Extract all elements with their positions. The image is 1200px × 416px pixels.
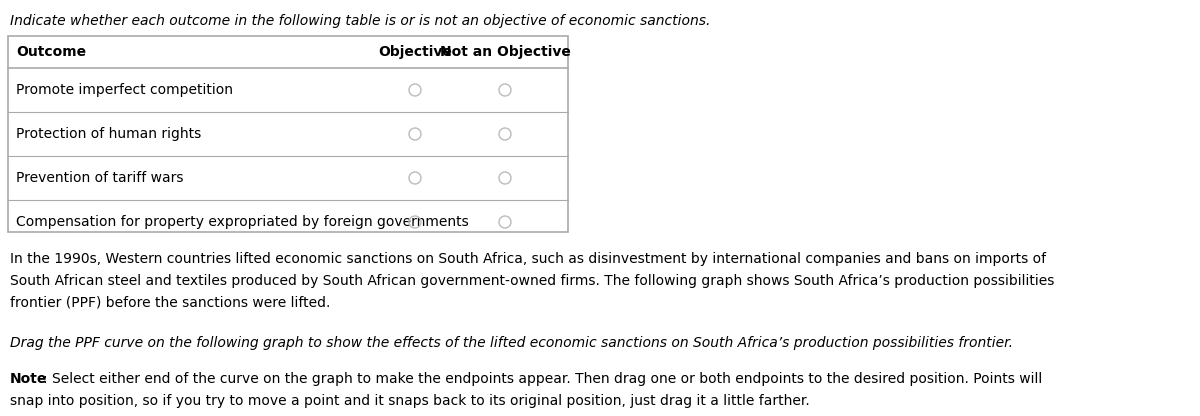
Text: frontier (PPF) before the sanctions were lifted.: frontier (PPF) before the sanctions were…	[10, 296, 330, 310]
Text: Objective: Objective	[378, 45, 452, 59]
Text: : Select either end of the curve on the graph to make the endpoints appear. Then: : Select either end of the curve on the …	[43, 372, 1043, 386]
Text: Indicate whether each outcome in the following table is or is not an objective o: Indicate whether each outcome in the fol…	[10, 14, 710, 28]
Text: Not an Objective: Not an Objective	[439, 45, 570, 59]
Text: South African steel and textiles produced by South African government-owned firm: South African steel and textiles produce…	[10, 274, 1055, 288]
Text: Promote imperfect competition: Promote imperfect competition	[16, 83, 233, 97]
Text: Prevention of tariff wars: Prevention of tariff wars	[16, 171, 184, 185]
Text: Outcome: Outcome	[16, 45, 86, 59]
Text: Compensation for property expropriated by foreign governments: Compensation for property expropriated b…	[16, 215, 469, 229]
Text: Protection of human rights: Protection of human rights	[16, 127, 202, 141]
Text: snap into position, so if you try to move a point and it snaps back to its origi: snap into position, so if you try to mov…	[10, 394, 810, 408]
Text: Drag the PPF curve on the following graph to show the effects of the lifted econ: Drag the PPF curve on the following grap…	[10, 336, 1013, 350]
Text: Note: Note	[10, 372, 47, 386]
Bar	[8, 36, 568, 232]
Text: In the 1990s, Western countries lifted economic sanctions on South Africa, such : In the 1990s, Western countries lifted e…	[10, 252, 1046, 266]
